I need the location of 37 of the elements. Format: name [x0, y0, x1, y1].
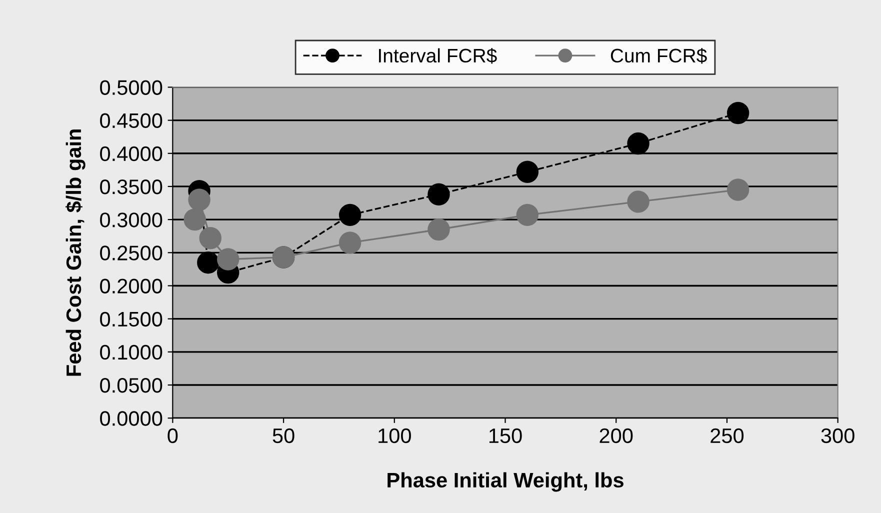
point [338, 204, 362, 226]
x-tick-label: 250 [710, 428, 744, 444]
point [627, 190, 650, 213]
x-tick-label: 200 [600, 428, 633, 444]
point [428, 183, 450, 206]
point [516, 204, 539, 226]
x-tick-label: 300 [821, 428, 854, 444]
legend-label: Interval FCR$ [379, 48, 497, 64]
point [516, 160, 539, 184]
x-tick-label: 100 [378, 428, 411, 444]
x-tick-label: 50 [272, 428, 294, 444]
point [216, 248, 240, 270]
y-tick-label: 0.1500 [100, 312, 162, 327]
point [726, 102, 750, 124]
point [726, 178, 750, 201]
y-tick-label: 0.0000 [100, 411, 162, 426]
point [197, 251, 220, 274]
y-tick-label: 0.5000 [100, 80, 162, 95]
y-tick-label: 0.4000 [100, 146, 162, 162]
x-tick-label: 150 [489, 428, 522, 444]
y-tick-label: 0.4500 [100, 113, 162, 128]
y-tick-label: 0.2500 [100, 246, 162, 260]
point [428, 218, 450, 241]
x-axis-title: Phase Initial Weight, lbs [388, 472, 624, 492]
y-axis-title: Feed Cost Gain, $/lb gain [65, 129, 86, 376]
legend-label: Cum FCR$ [610, 48, 707, 64]
y-tick-label: 0.1000 [100, 344, 162, 360]
y-tick-label: 0.3000 [100, 212, 162, 228]
y-tick-label: 0.3500 [100, 179, 162, 194]
point [188, 188, 210, 211]
point [338, 232, 362, 254]
y-tick-label: 0.2000 [100, 278, 162, 294]
y-tick-label: 0.0500 [100, 378, 162, 393]
point [184, 208, 206, 231]
point [199, 226, 222, 250]
point [627, 132, 650, 155]
x-tick-label: 0 [168, 428, 178, 444]
